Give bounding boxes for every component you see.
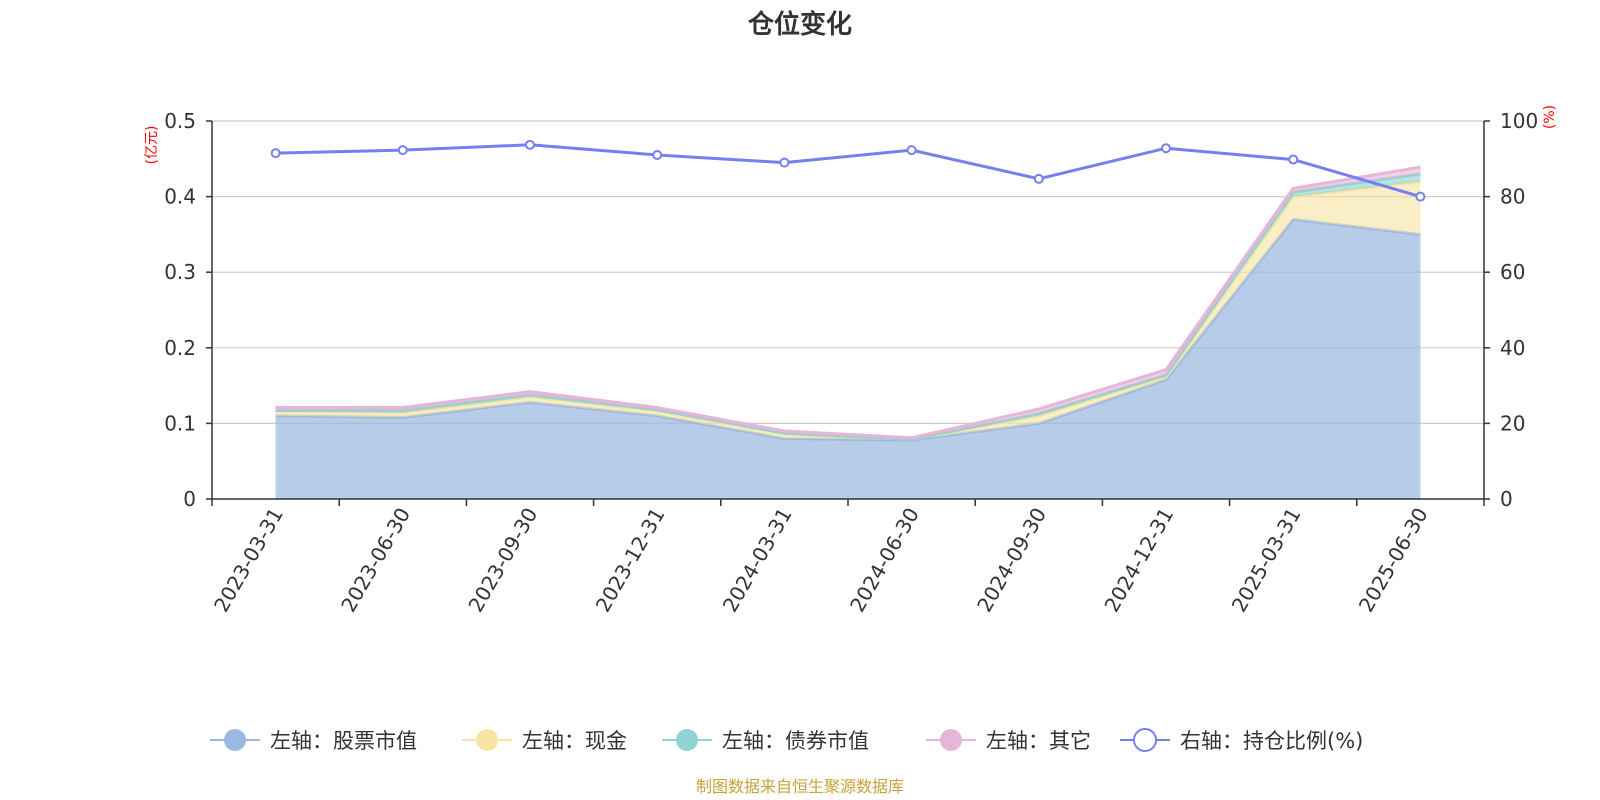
legend-label: 右轴：持仓比例(%) (1180, 729, 1363, 753)
legend-marker (1133, 728, 1157, 752)
area-左轴：股票市值 (275, 219, 1421, 500)
ratio-point (906, 145, 917, 156)
right-tick-label: 40 (1500, 336, 1525, 360)
x-tick-label: 2025-03-31 (1227, 504, 1306, 617)
left-tick-label: 0.3 (164, 260, 196, 284)
x-tick-label: 2024-03-31 (718, 504, 797, 617)
chart-title: 仓位变化 (747, 9, 852, 40)
data-source: 制图数据来自恒生聚源数据库 (696, 777, 904, 796)
legend: 左轴：股票市值 左轴：现金 左轴：债券市值 左轴：其它 右轴：持仓比例(%) (210, 728, 1363, 753)
legend-marker (940, 729, 962, 751)
area-edge-左轴：其它 (275, 165, 1421, 440)
ratio-point (652, 150, 663, 161)
right-tick-label: 0 (1500, 487, 1513, 511)
ratio-point (1288, 154, 1299, 165)
left-tick-label: 0.1 (164, 411, 196, 435)
x-tick-label: 2024-06-30 (845, 504, 924, 617)
legend-label: 左轴：债券市值 (722, 729, 869, 753)
x-tick-label: 2024-12-31 (1099, 504, 1178, 617)
x-tick-label: 2023-06-30 (336, 504, 415, 617)
right-axis-unit: (%) (1542, 105, 1558, 129)
x-tick-label: 2024-09-30 (972, 504, 1051, 617)
ratio-point (1161, 143, 1171, 154)
left-tick-label: 0.4 (164, 185, 196, 209)
legend-label: 左轴：现金 (522, 729, 627, 753)
ratio-point (779, 157, 790, 168)
ratio-point (270, 148, 281, 159)
x-tick-label: 2023-12-31 (591, 504, 670, 617)
legend-label: 左轴：其它 (986, 729, 1091, 753)
legend-label: 左轴：股票市值 (270, 729, 417, 753)
legend-marker (676, 729, 698, 751)
ratio-point (1033, 173, 1044, 184)
ratio-line (275, 143, 1421, 199)
stacked-areas (275, 165, 1421, 500)
ratio-point (525, 139, 535, 150)
left-tick-label: 0.2 (164, 336, 196, 360)
ratio-point (1415, 191, 1426, 202)
ratio-point (397, 145, 408, 156)
right-tick-label: 100 (1500, 109, 1538, 133)
ratio-line-layer (270, 139, 1426, 202)
left-tick-label: 0 (183, 487, 196, 511)
right-tick-label: 20 (1500, 411, 1525, 435)
x-tick-label: 2025-06-30 (1354, 504, 1433, 617)
x-tick-label: 2023-09-30 (463, 504, 542, 617)
left-tick-label: 0.5 (164, 109, 196, 133)
left-axis-unit: (亿元) (144, 126, 160, 165)
x-tick-label: 2023-03-31 (209, 504, 288, 617)
legend-marker (476, 729, 498, 751)
right-tick-label: 80 (1500, 185, 1525, 209)
legend-marker (224, 729, 246, 751)
right-tick-label: 60 (1500, 260, 1525, 284)
